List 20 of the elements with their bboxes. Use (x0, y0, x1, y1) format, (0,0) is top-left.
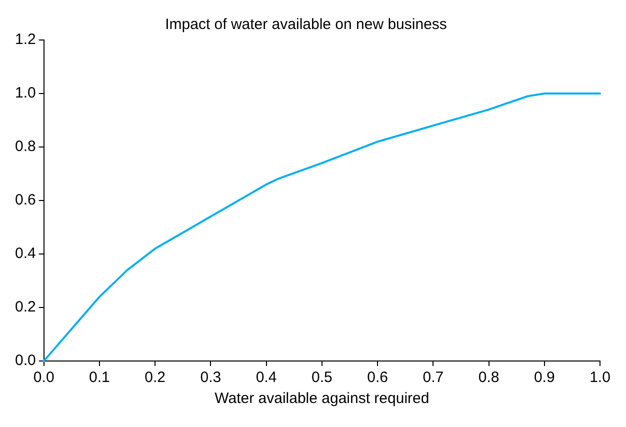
y-tick-label: 1.2 (14, 31, 36, 48)
x-axis-title: Water available against required (214, 390, 430, 408)
x-tick-label: 0.1 (89, 369, 110, 386)
x-tick-label: 0.4 (256, 369, 277, 386)
y-tick-label: 0.2 (14, 298, 36, 316)
chart-title: Impact of water available on new business (165, 16, 447, 34)
x-tick-label: 0.7 (422, 369, 444, 386)
x-tick-label: 0.9 (534, 369, 555, 386)
x-tick-label: 0.6 (367, 369, 388, 386)
x-tick-label: 1.0 (590, 369, 610, 386)
x-tick-label: 0.0 (33, 369, 54, 386)
y-tick-label: 0.8 (14, 138, 36, 156)
x-tick-label: 0.2 (144, 369, 166, 386)
y-tick-label: 0.6 (14, 192, 36, 209)
x-tick-label: 0.8 (478, 369, 500, 386)
y-tick-label: 0.0 (14, 352, 36, 370)
y-tick-label: 0.4 (14, 245, 36, 262)
x-tick-label: 0.3 (200, 369, 222, 386)
x-tick-label: 0.5 (311, 369, 332, 386)
y-tick-label: 1.0 (14, 84, 36, 102)
